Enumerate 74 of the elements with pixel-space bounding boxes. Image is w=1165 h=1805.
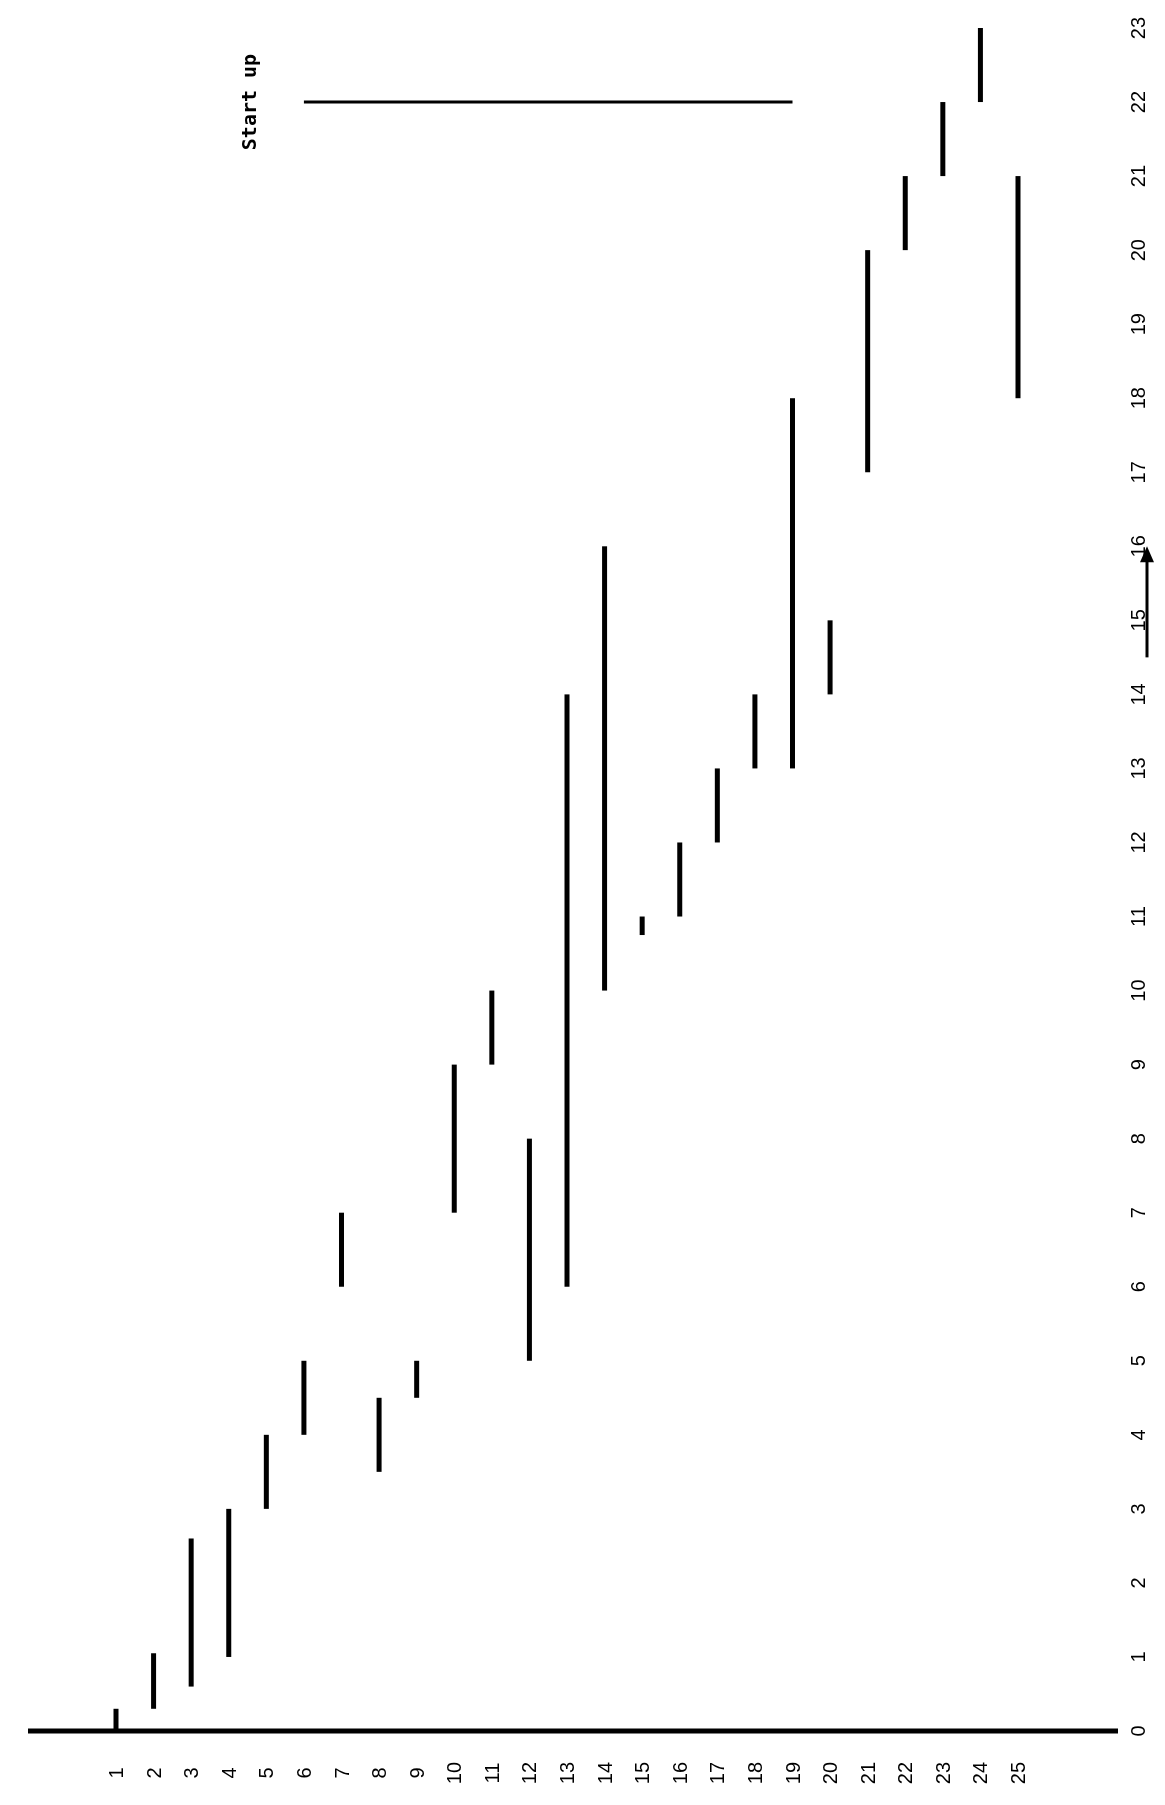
x-tick-label: 16 — [668, 1761, 691, 1785]
bar — [339, 1212, 344, 1287]
x-tick-label: 4 — [217, 1767, 240, 1779]
x-tick-label: 22 — [894, 1761, 917, 1785]
bar — [376, 1397, 382, 1472]
x-tick-label: 21 — [856, 1761, 879, 1785]
y-tick-label: 23 — [1127, 16, 1149, 40]
bar — [226, 1508, 232, 1657]
bar — [827, 620, 833, 695]
y-tick-label: 7 — [1127, 1207, 1149, 1219]
y-tick-label: 5 — [1127, 1355, 1149, 1367]
bar — [414, 1360, 420, 1398]
bar — [263, 1434, 269, 1509]
y-tick-label: 16 — [1127, 535, 1149, 558]
x-tick-label: 1 — [105, 1767, 127, 1779]
bar — [940, 102, 946, 177]
y-tick-label: 22 — [1127, 90, 1149, 114]
y-tick-label: 8 — [1127, 1133, 1149, 1145]
x-tick-label: 11 — [480, 1762, 503, 1784]
x-tick-label: 12 — [518, 1761, 541, 1785]
x-tick-label: 18 — [743, 1761, 766, 1785]
x-tick-label: 15 — [631, 1761, 654, 1785]
y-tick-label: 4 — [1127, 1429, 1149, 1441]
x-tick-label: 19 — [781, 1761, 804, 1785]
x-tick-label: 10 — [443, 1761, 466, 1785]
bar — [451, 1064, 457, 1213]
x-tick-label: 9 — [405, 1767, 428, 1779]
x-tick-label: 3 — [180, 1767, 203, 1779]
y-tick-label: 20 — [1127, 239, 1149, 262]
bar — [677, 842, 683, 917]
x-tick-label: 23 — [931, 1761, 954, 1785]
bar — [790, 398, 795, 769]
x-tick-label: 14 — [593, 1761, 616, 1785]
bar — [714, 768, 720, 843]
x-tick-label: 5 — [255, 1767, 278, 1779]
bar — [602, 546, 608, 991]
x-tick-label: 13 — [556, 1761, 578, 1785]
bar — [301, 1360, 307, 1435]
y-tick-label: 11 — [1127, 906, 1149, 927]
y-tick-label: 21 — [1127, 164, 1149, 188]
y-tick-label: 19 — [1127, 313, 1149, 336]
y-tick-label: 17 — [1127, 461, 1149, 484]
y-tick-label: 1 — [1127, 1651, 1149, 1663]
bar — [977, 28, 983, 103]
x-tick-label: 20 — [819, 1761, 842, 1785]
bar — [188, 1538, 194, 1687]
y-tick-label: 13 — [1127, 757, 1149, 780]
bar — [865, 250, 871, 473]
bar — [752, 694, 758, 769]
x-tick-label: 7 — [330, 1767, 353, 1779]
x-tick-label: 24 — [969, 1761, 992, 1785]
y-tick-label: 10 — [1127, 979, 1149, 1002]
y-tick-label: 6 — [1127, 1281, 1149, 1293]
ref-line-label: Start up — [237, 53, 262, 151]
bar — [1015, 176, 1021, 399]
x-tick-label: 2 — [142, 1767, 165, 1779]
y-tick-label: 0 — [1127, 1725, 1149, 1737]
bar — [639, 916, 645, 936]
bar — [151, 1653, 157, 1709]
x-tick-label: 17 — [706, 1761, 729, 1785]
y-tick-label: 2 — [1127, 1577, 1149, 1589]
y-tick-label: 12 — [1127, 831, 1149, 854]
bar — [902, 176, 908, 251]
bar — [489, 990, 495, 1065]
y-tick-label: 9 — [1127, 1059, 1149, 1071]
x-tick-label: 6 — [292, 1767, 315, 1779]
x-tick-label: 8 — [368, 1767, 391, 1779]
y-tick-label: 15 — [1127, 609, 1149, 632]
bar — [564, 694, 570, 1287]
y-tick-label: 3 — [1127, 1503, 1149, 1515]
y-tick-label: 14 — [1127, 683, 1149, 706]
y-tick-label: 18 — [1127, 387, 1149, 410]
x-tick-label: 25 — [1007, 1761, 1029, 1785]
bar — [526, 1138, 532, 1361]
